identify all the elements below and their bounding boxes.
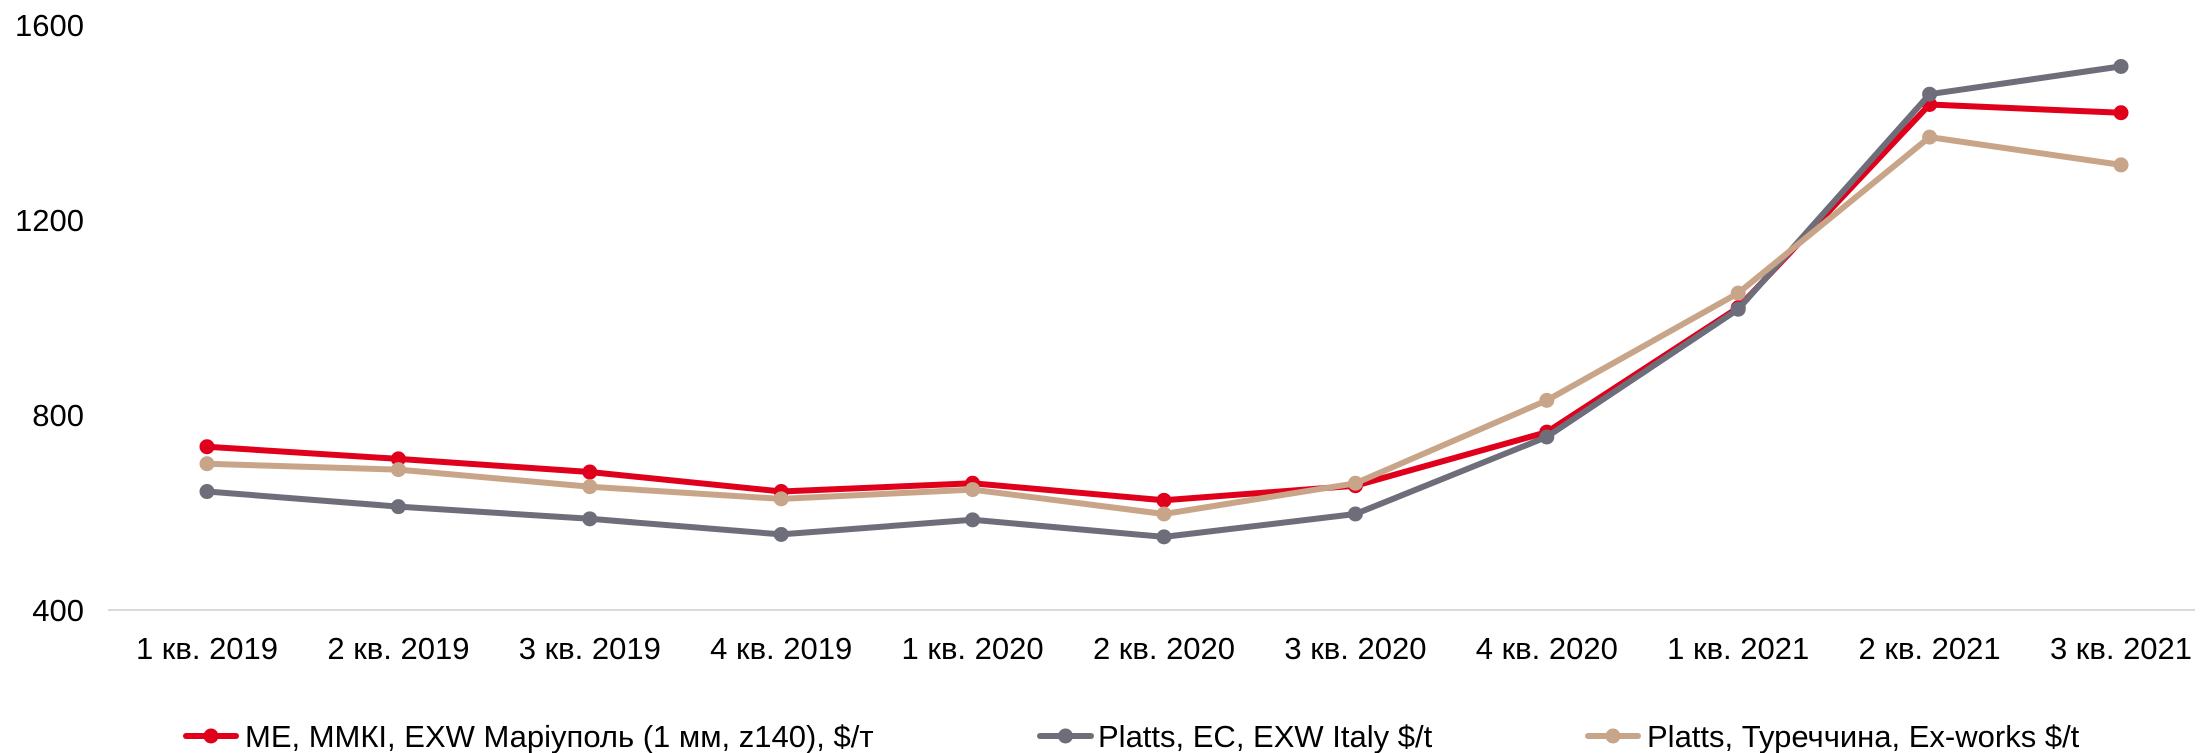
legend-item: Platts, ЕС, EXW Italy $/t [1037,719,1433,753]
data-point [582,479,598,495]
data-point [773,526,789,542]
x-tick-label: 2 кв. 2021 [1859,631,2001,666]
data-point [390,451,406,467]
data-point [582,511,598,527]
data-point [390,499,406,515]
x-tick-label: 2 кв. 2020 [1093,631,1235,666]
data-point [1539,429,1555,445]
data-point [1922,129,1938,145]
data-point [1539,392,1555,408]
x-tick-label: 3 кв. 2020 [1284,631,1426,666]
legend-label: МЕ, ММКІ, EXW Маріуполь (1 мм, z140), $/… [245,719,874,753]
data-point [1730,285,1746,301]
series-3 [199,129,2129,522]
data-point [1156,492,1172,508]
x-tick-label: 3 кв. 2019 [519,631,661,666]
data-point [1156,529,1172,545]
x-tick-label: 4 кв. 2020 [1476,631,1618,666]
x-tick-label: 3 кв. 2021 [2050,631,2192,666]
data-point [1922,86,1938,102]
y-tick-label: 1200 [15,203,84,238]
legend-swatch-marker [1605,728,1621,744]
data-point [582,464,598,480]
x-tick-label: 1 кв. 2019 [136,631,278,666]
series-line [204,101,2124,504]
data-point [1347,506,1363,522]
data-point [1156,506,1172,522]
data-point [2113,157,2129,173]
x-tick-label: 1 кв. 2021 [1667,631,1809,666]
x-tick-label: 1 кв. 2020 [902,631,1044,666]
x-tick-label: 4 кв. 2019 [710,631,852,666]
data-point [390,462,406,478]
data-point [965,482,981,498]
y-tick-label: 800 [32,398,84,433]
x-tick-label: 2 кв. 2019 [327,631,469,666]
y-tick-label: 1600 [15,8,84,43]
series-1 [199,96,2129,508]
data-point [1730,301,1746,317]
legend-swatch-marker [203,728,219,744]
data-point [773,491,789,507]
data-point [199,439,215,455]
data-point [2113,105,2129,121]
data-point [1347,475,1363,491]
legend-item: Platts, Туреччина, Ex-works $/t [1585,719,2080,753]
series-2 [199,58,2129,545]
data-point [199,456,215,472]
data-point [2113,58,2129,74]
y-tick-label: 400 [32,593,84,628]
data-point [199,484,215,500]
series-line [204,134,2124,517]
data-point [965,512,981,528]
legend-item: МЕ, ММКІ, EXW Маріуполь (1 мм, z140), $/… [183,719,874,753]
legend-label: Platts, ЕС, EXW Italy $/t [1098,719,1433,753]
legend-label: Platts, Туреччина, Ex-works $/t [1647,719,2080,753]
legend-swatch-marker [1058,728,1073,744]
